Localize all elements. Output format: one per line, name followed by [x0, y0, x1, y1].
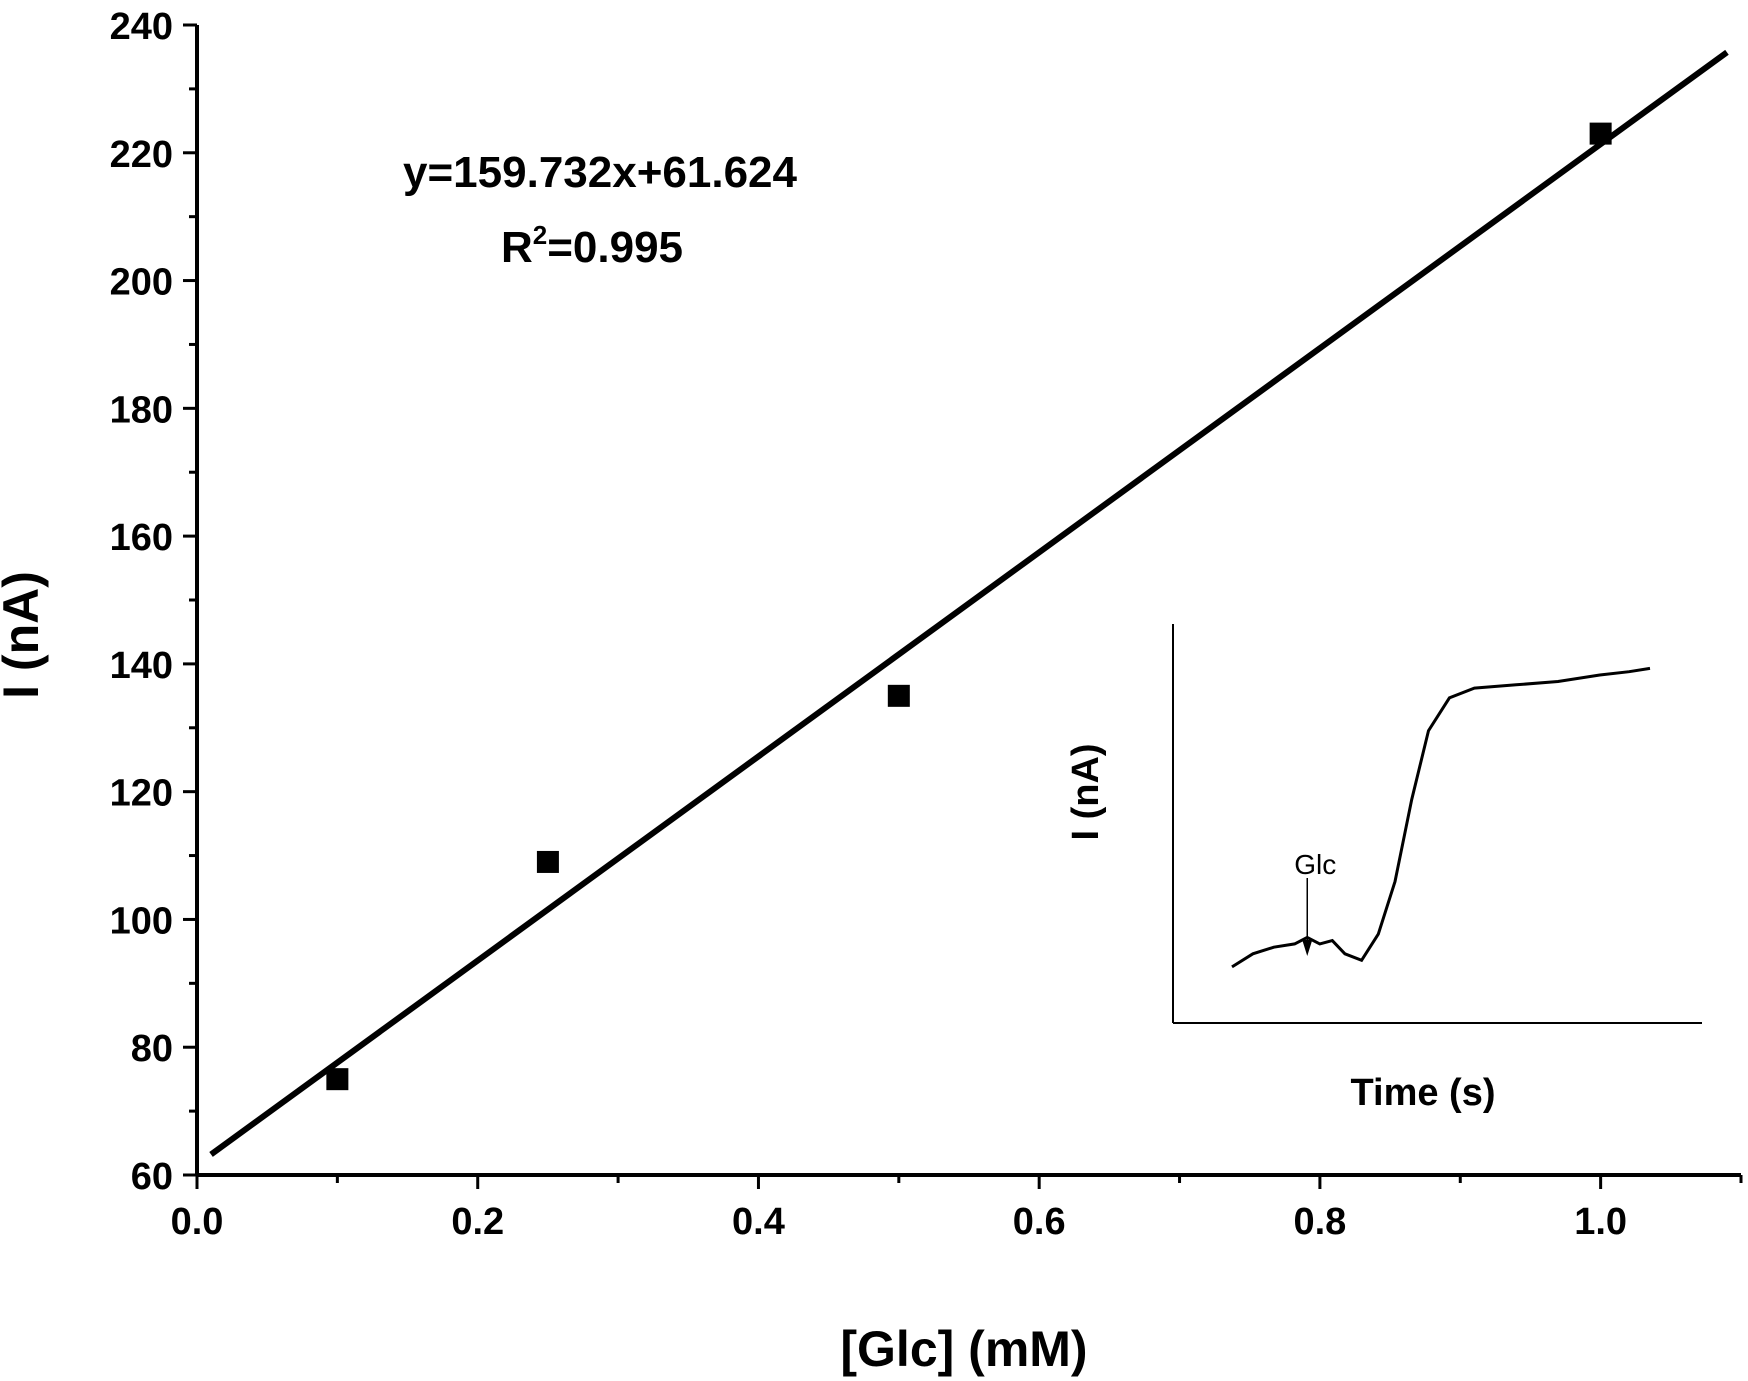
y-tick-label: 240: [110, 6, 173, 48]
glc-arrowhead: [1302, 940, 1313, 956]
y-tick-label: 120: [110, 773, 173, 815]
fit-line-group: [209, 49, 1729, 1157]
data-point: [536, 850, 559, 873]
data-point: [887, 684, 910, 707]
y-tick-label: 60: [131, 1156, 173, 1198]
x-tick-label: 0.8: [1293, 1201, 1346, 1243]
x-tick-label: 0.0: [171, 1201, 224, 1243]
y-axis-title: I (nA): [0, 571, 49, 699]
r-squared-exponent: 2: [533, 220, 547, 250]
r-squared: R2=0.995: [501, 220, 683, 272]
fit-equation: y=159.732x+61.624: [403, 148, 797, 197]
inset-plot: Glc Time (s) I (nA): [1065, 624, 1702, 1114]
y-tick-label: 180: [110, 389, 173, 431]
data-points: [326, 122, 1612, 1091]
x-axis-title: [Glc] (mM): [840, 1321, 1087, 1377]
inset-x-axis-title: Time (s): [1350, 1072, 1495, 1114]
r-squared-base: R: [501, 223, 533, 272]
x-tick-label: 0.4: [732, 1201, 785, 1243]
glc-marker-label: Glc: [1294, 849, 1336, 880]
y-tick-label: 100: [110, 900, 173, 942]
inset-y-axis-title: I (nA): [1065, 743, 1107, 840]
r-squared-value: =0.995: [547, 223, 683, 272]
x-tick-label: 0.2: [451, 1201, 504, 1243]
y-tick-label: 80: [131, 1028, 173, 1070]
y-tick-label: 220: [110, 134, 173, 176]
y-axis-ticks: 60 80 100 120 140 160 180 200 220 240: [110, 6, 197, 1198]
inset-curve: [1231, 666, 1651, 969]
x-axis-ticks: 0.0 0.2 0.4 0.6 0.8 1.0: [171, 1175, 1743, 1243]
y-tick-label: 200: [110, 262, 173, 304]
data-point: [326, 1068, 349, 1091]
y-tick-label: 140: [110, 645, 173, 687]
x-tick-label: 0.6: [1013, 1201, 1066, 1243]
fit-line: [209, 49, 1729, 1157]
x-tick-label: 1.0: [1574, 1201, 1627, 1243]
data-point: [1589, 122, 1612, 145]
y-tick-label: 160: [110, 517, 173, 559]
